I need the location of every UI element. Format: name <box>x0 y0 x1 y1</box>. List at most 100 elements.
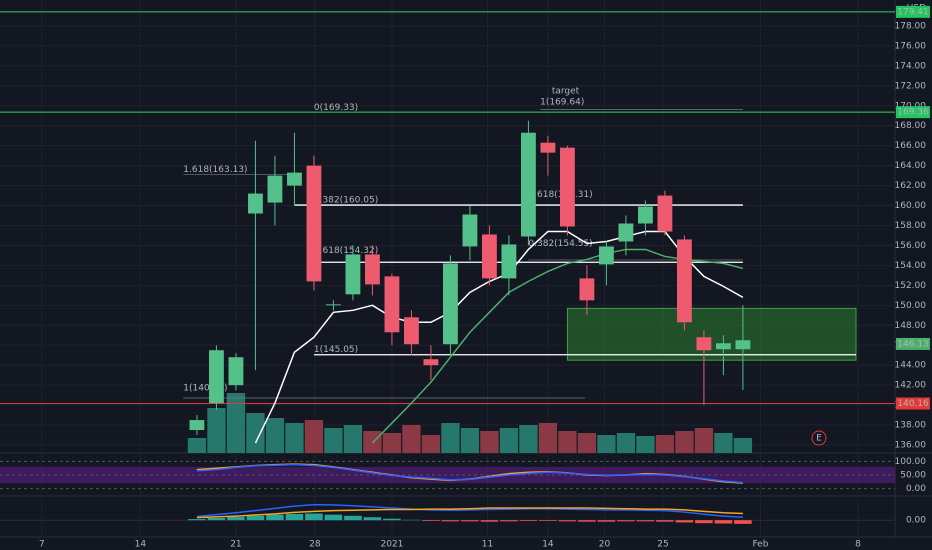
price-label: 140.16 <box>897 399 929 409</box>
y-tick-label: 154.00 <box>895 261 927 271</box>
volume-bar <box>636 436 655 453</box>
fib-label: 1.618(163.13) <box>183 165 247 175</box>
price-label: 169.36 <box>897 108 929 118</box>
candle-body <box>521 132 536 237</box>
candle-body <box>404 317 419 345</box>
y-tick-label: 166.00 <box>895 141 927 151</box>
volume-bar <box>519 425 538 453</box>
volume-bar <box>285 423 304 453</box>
volume-bar <box>616 433 636 453</box>
volume-bar <box>187 438 207 453</box>
macd-bar <box>578 520 596 522</box>
x-tick-label: 11 <box>482 540 493 550</box>
candle-body <box>677 239 692 323</box>
fib-label: 1(145.05) <box>314 345 358 355</box>
x-tick-label: 8 <box>855 540 861 550</box>
x-tick-label: Feb <box>752 540 768 550</box>
macd-line <box>196 507 743 519</box>
oscillator-band <box>0 466 895 484</box>
candle-body <box>696 337 712 351</box>
candle-body <box>423 359 439 366</box>
price-label-box <box>896 397 930 410</box>
price-label-box <box>896 5 930 18</box>
macd-bar <box>305 513 323 521</box>
y-tick-label: 168.00 <box>895 121 927 131</box>
fib-label: 1(169.64) <box>540 97 584 107</box>
candle-body <box>189 420 205 431</box>
candle-body <box>501 244 517 279</box>
earnings-label: E <box>816 434 822 444</box>
fib-label: 0.618(154.32) <box>314 246 378 256</box>
fib-label: 0.382(160.05) <box>314 196 378 206</box>
oscillator-line <box>196 463 743 484</box>
candle-body <box>267 175 283 203</box>
candle-body <box>248 193 263 214</box>
candle-body <box>209 350 224 404</box>
x-tick-label: 14 <box>135 540 147 550</box>
fib-label: 0.382(154.55) <box>528 239 592 249</box>
candle-body <box>657 195 673 232</box>
candle-body <box>326 304 341 306</box>
volume-bar <box>343 425 363 453</box>
candle-body <box>306 165 322 282</box>
macd-bar <box>344 515 362 521</box>
candle-body <box>345 254 361 295</box>
x-tick-label: 2021 <box>380 540 403 550</box>
x-tick-label: 21 <box>230 540 241 550</box>
volume-bar <box>441 423 460 453</box>
macd-bar <box>441 520 460 522</box>
macd-bar <box>363 517 382 521</box>
candle-body <box>618 223 634 242</box>
y-tick-label: 176.00 <box>895 41 927 51</box>
macd-bar <box>188 519 206 521</box>
candle-body <box>638 206 653 224</box>
moving-average <box>254 230 744 444</box>
y-tick-label: 152.00 <box>895 281 927 291</box>
volume-bar <box>382 433 402 453</box>
macd-bar <box>207 517 226 521</box>
macd-bar <box>695 520 713 524</box>
fib-label: 0(169.33) <box>314 103 358 113</box>
earnings-marker <box>811 430 827 446</box>
y-tick-label: 156.00 <box>895 241 927 251</box>
volume-bar <box>207 408 226 453</box>
macd-bar <box>734 520 752 524</box>
volume-bar <box>694 428 714 453</box>
y-tick-label: 158.00 <box>895 221 927 231</box>
target-label: target <box>552 86 580 96</box>
volume-bar <box>460 428 480 453</box>
candle-body <box>228 357 244 386</box>
y-tick-label: 162.00 <box>895 181 927 191</box>
candle-body <box>579 278 595 301</box>
macd-bar <box>656 520 674 522</box>
macd-bar <box>461 520 479 522</box>
macd-bar <box>617 520 635 522</box>
macd-bar <box>422 520 440 521</box>
volume-bar <box>246 413 265 453</box>
y-tick-label: 148.00 <box>895 321 927 331</box>
y-tick-label: 138.00 <box>895 421 927 431</box>
macd-bar <box>597 520 616 522</box>
y-tick-label: 172.00 <box>895 81 927 91</box>
y-tick-label: 100.00 <box>895 457 927 467</box>
x-tick-label: 7 <box>39 540 45 550</box>
macd-bar <box>539 520 557 521</box>
y-tick-label: 144.00 <box>895 361 927 371</box>
candle-body <box>365 254 380 285</box>
y-tick-label: 160.00 <box>895 201 927 211</box>
candle-body <box>599 246 614 265</box>
fib-label: 1(140.71) <box>183 384 227 394</box>
macd-bar <box>714 520 733 524</box>
y-tick-label: 0.00 <box>906 484 926 494</box>
y-tick-label: 178.00 <box>895 21 927 31</box>
volume-bar <box>714 433 733 453</box>
candle-body <box>735 340 751 350</box>
candle-body <box>482 234 497 279</box>
volume-bar <box>265 418 285 453</box>
macd-bar <box>285 513 304 521</box>
volume-bar <box>675 431 694 453</box>
volume-bar <box>480 431 499 453</box>
candle-body <box>540 142 556 153</box>
